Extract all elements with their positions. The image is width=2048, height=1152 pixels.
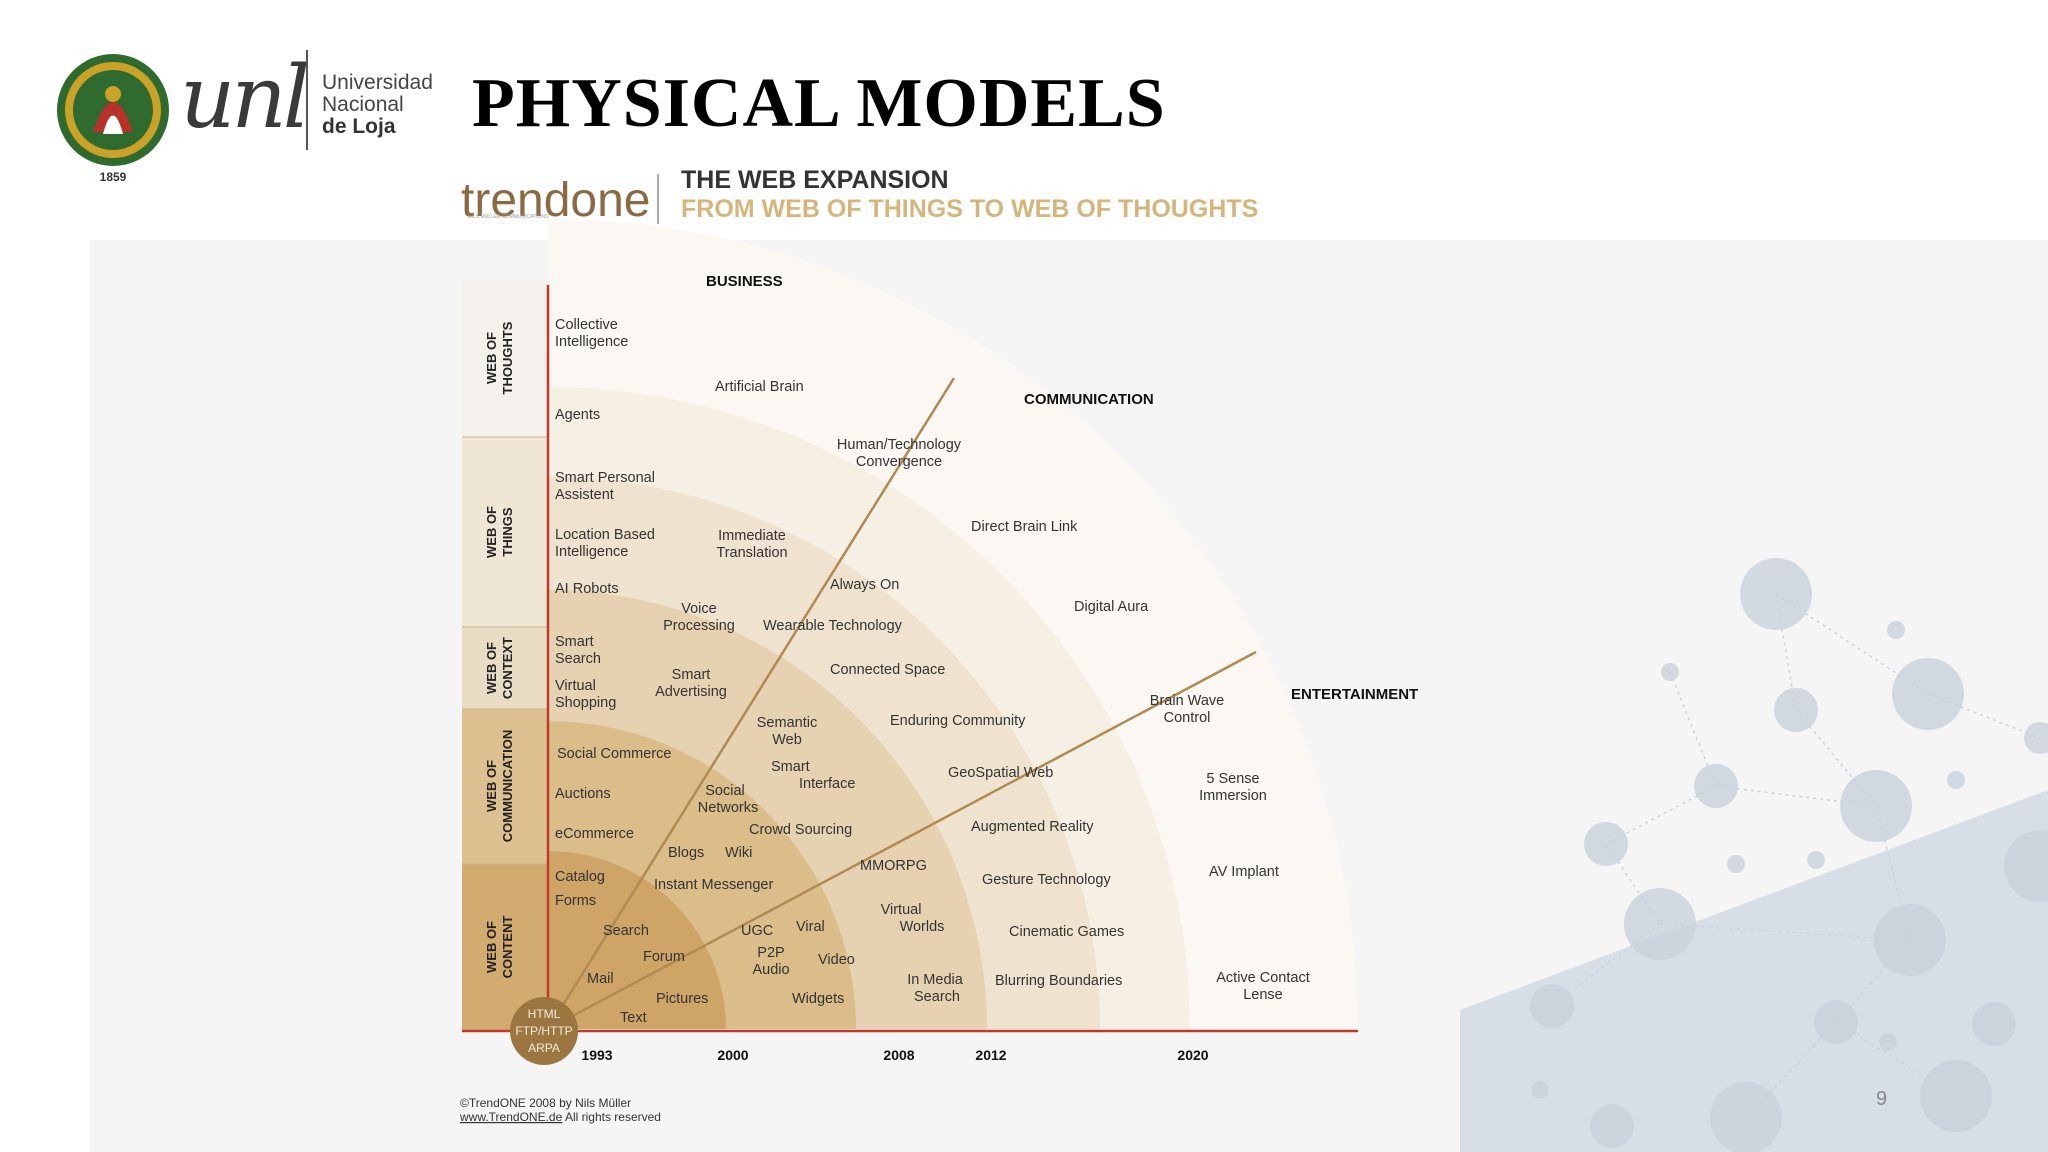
svg-text:WEB OF: WEB OF <box>484 332 499 384</box>
concept-label: Pictures <box>656 991 708 1007</box>
band-web-of-communication: WEB OF COMMUNICATION <box>484 730 515 842</box>
year-2012: 2012 <box>975 1047 1006 1063</box>
concept-label: Smart Personal Assistent <box>555 470 655 503</box>
svg-text:COMMUNICATION: COMMUNICATION <box>500 730 515 842</box>
concept-label: 5 Sense Immersion <box>1199 771 1267 804</box>
concept-label: Blurring Boundaries <box>995 973 1122 989</box>
svg-text:WEB OF: WEB OF <box>484 642 499 694</box>
concept-label: Enduring Community <box>890 713 1026 729</box>
concept-label: Viral <box>796 919 825 935</box>
svg-text:CONTEXT: CONTEXT <box>500 637 515 699</box>
concept-label: MMORPG <box>860 858 927 874</box>
logo-divider <box>306 50 308 150</box>
concept-label: Video <box>818 952 855 968</box>
seal-year: 1859 <box>99 170 127 184</box>
concept-label: Immediate Translation <box>716 528 787 561</box>
concept-label: Auctions <box>555 786 611 802</box>
band-web-of-thoughts: WEB OF THOUGHTS <box>484 321 515 394</box>
concept-label: Wiki <box>725 845 752 861</box>
origin-ftp-http: FTP/HTTP <box>515 1024 572 1038</box>
concept-label: Artificial Brain <box>715 379 804 395</box>
concept-label: Social Networks <box>698 783 758 816</box>
concept-label: GeoSpatial Web <box>948 765 1053 781</box>
year-2020: 2020 <box>1177 1047 1208 1063</box>
year-1993: 1993 <box>581 1047 612 1063</box>
axis-business: BUSINESS <box>706 273 783 290</box>
year-2000: 2000 <box>717 1047 748 1063</box>
concept-label: Digital Aura <box>1074 599 1149 615</box>
concept-label: Connected Space <box>830 662 945 678</box>
concept-label: Voice Processing <box>663 601 735 634</box>
origin-html: HTML <box>528 1007 561 1021</box>
concept-label: Collective Intelligence <box>555 317 628 350</box>
figure-subheading: FROM WEB OF THINGS TO WEB OF THOUGHTS <box>681 195 1258 223</box>
page-number: 9 <box>1876 1088 1888 1110</box>
concept-label: Smart Advertising <box>655 667 727 700</box>
concept-label: AV Implant <box>1209 864 1279 880</box>
slide-title: PHYSICAL MODELS <box>472 65 1166 142</box>
concept-label: AI Robots <box>555 581 619 597</box>
concept-label: Active Contact Lense <box>1216 970 1310 1003</box>
web-expansion-diagram: trendone NILS MÜLLER COMMUNICATIONS THE … <box>459 166 1418 1124</box>
origin-arpa: ARPA <box>528 1041 560 1055</box>
concept-label: Mail <box>587 971 614 987</box>
concept-label: Virtual Worlds <box>881 902 945 935</box>
origin-marker <box>510 997 578 1065</box>
unl-wordmark: unl <box>180 48 310 148</box>
band-web-of-context: WEB OF CONTEXT <box>484 637 515 699</box>
concept-label: Search <box>603 923 649 939</box>
concept-label: Virtual Shopping <box>555 678 616 711</box>
concept-label: Catalog <box>555 869 605 885</box>
svg-text:WEB OF: WEB OF <box>484 506 499 558</box>
concept-label: Augmented Reality <box>971 819 1094 835</box>
concept-label: In Media Search <box>907 972 964 1005</box>
concept-label: Forum <box>643 949 685 965</box>
concept-label: Widgets <box>792 991 844 1007</box>
concept-label: P2P Audio <box>752 945 789 978</box>
concept-label: Agents <box>555 407 600 423</box>
concept-label: Blogs <box>668 845 704 861</box>
axis-entertainment: ENTERTAINMENT <box>1291 686 1418 703</box>
concept-label: Brain Wave Control <box>1150 693 1224 726</box>
concept-label: Human/Technology Convergence <box>837 437 962 470</box>
university-name: Universidad Nacional de Loja <box>322 71 433 138</box>
concept-label: Forms <box>555 893 596 909</box>
copyright-text: ©TrendONE 2008 by Nils Müller <box>460 1096 631 1110</box>
concept-label: Crowd Sourcing <box>749 822 852 838</box>
concept-label: Location Based Intelligence <box>555 527 655 560</box>
year-2008: 2008 <box>883 1047 914 1063</box>
concept-label: Semantic Web <box>757 715 817 748</box>
band-web-of-content: WEB OF CONTENT <box>484 916 515 979</box>
concept-label: Text <box>620 1010 647 1026</box>
concept-label: Wearable Technology <box>763 618 903 634</box>
band-web-of-things: WEB OF THINGS <box>484 506 515 558</box>
trendone-brand: trendone <box>461 174 651 227</box>
concept-label: Cinematic Games <box>1009 924 1124 940</box>
university-seal-logo <box>57 54 169 166</box>
figure-heading: THE WEB EXPANSION <box>681 166 949 194</box>
svg-text:WEB OF: WEB OF <box>484 921 499 973</box>
axis-communication: COMMUNICATION <box>1024 391 1154 408</box>
concept-label: UGC <box>741 923 773 939</box>
concept-label: Smart Interface <box>771 759 855 792</box>
svg-text:WEB OF: WEB OF <box>484 760 499 812</box>
concept-label: Direct Brain Link <box>971 519 1078 535</box>
svg-text:THINGS: THINGS <box>500 507 515 556</box>
svg-text:THOUGHTS: THOUGHTS <box>500 321 515 394</box>
concept-label: Always On <box>830 577 899 593</box>
concept-label: Instant Messenger <box>654 877 773 893</box>
concept-label: Smart Search <box>555 634 601 667</box>
concept-label: eCommerce <box>555 826 634 842</box>
concept-label: Social Commerce <box>557 746 671 762</box>
copyright-link-line: www.TrendONE.de All rights reserved <box>459 1110 661 1124</box>
concept-label: Gesture Technology <box>982 872 1111 888</box>
svg-text:CONTENT: CONTENT <box>500 916 515 979</box>
trendone-subtitle: NILS MÜLLER COMMUNICATIONS <box>468 213 549 220</box>
